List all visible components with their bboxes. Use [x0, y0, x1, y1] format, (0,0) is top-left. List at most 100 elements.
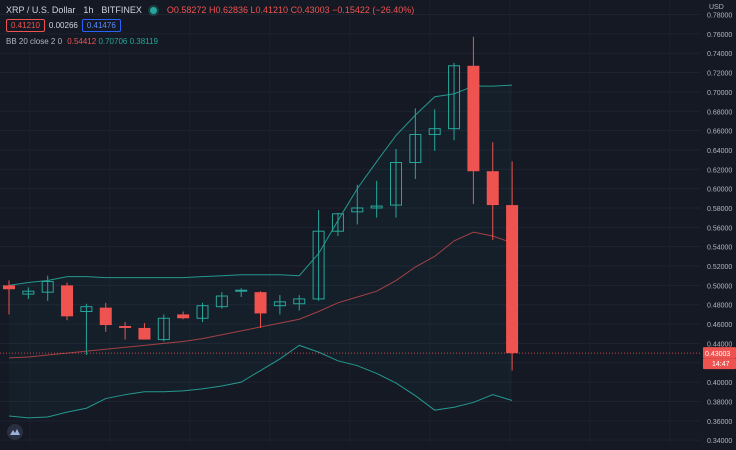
- candle-body: [61, 285, 74, 317]
- candle-body: [312, 230, 325, 300]
- candle-body: [80, 306, 93, 313]
- candle-up: [312, 209, 325, 301]
- price-tick-label: 0.72000: [707, 71, 732, 78]
- symbol-header: XRP / U.S. Dollar 1h BITFINEX O0.58272 H…: [6, 5, 414, 15]
- candle-body: [486, 171, 499, 206]
- candle-body: [196, 305, 209, 319]
- candle-up: [293, 295, 306, 311]
- low-value: L0.41210: [250, 5, 289, 15]
- price-tick-label: 0.52000: [707, 264, 732, 271]
- candle-down: [486, 142, 499, 240]
- grid-lines: [0, 14, 700, 441]
- bb-basis-value: 0.54412: [67, 37, 97, 46]
- high-value: H0.62836: [208, 5, 248, 15]
- logo-glyph-icon: [10, 429, 20, 435]
- candle-body: [157, 317, 170, 341]
- price-tick-label: 0.58000: [707, 206, 732, 213]
- price-tick-label: 0.66000: [707, 129, 732, 136]
- candle-down: [506, 161, 519, 371]
- candle-up: [351, 184, 364, 225]
- ask-price[interactable]: 0.41476: [81, 19, 121, 32]
- currency-label[interactable]: USD: [709, 4, 724, 11]
- exchange-label: BITFINEX: [101, 5, 142, 15]
- bb-lower-value: 0.38119: [129, 37, 158, 46]
- price-tick-label: 0.46000: [707, 322, 732, 329]
- countdown-tag: 14:47: [712, 361, 730, 368]
- candle-body: [99, 307, 112, 326]
- candle-body: [41, 281, 54, 293]
- price-tick-label: 0.76000: [707, 32, 732, 39]
- candle-down: [138, 323, 151, 340]
- candle-body: [409, 133, 422, 164]
- bb-upper-value: 0.70706: [98, 37, 128, 46]
- price-tick-label: 0.48000: [707, 303, 732, 310]
- candles: [3, 36, 519, 371]
- candle-body: [235, 289, 248, 292]
- candle-up: [80, 303, 93, 356]
- interval-label[interactable]: 1h: [83, 5, 94, 15]
- bb-upper-line: [8, 84, 513, 286]
- candle-up: [157, 314, 170, 342]
- candle-body: [390, 162, 402, 206]
- close-value: C0.43003: [290, 5, 330, 15]
- price-tick-label: 0.54000: [707, 245, 732, 252]
- price-tick-label: 0.74000: [707, 51, 732, 58]
- candle-up: [235, 288, 248, 297]
- last-price-tag-bg: [703, 347, 736, 359]
- candle-body: [22, 290, 35, 295]
- candle-up: [428, 109, 441, 151]
- price-axis[interactable]: 0.78000 0.76000 0.74000 0.72000 0.70000 0.680…: [700, 0, 736, 445]
- candle-up: [196, 302, 209, 323]
- candle-up: [331, 212, 344, 237]
- candle-body: [331, 213, 344, 232]
- spread-value: 0.00266: [48, 21, 78, 30]
- price-tick-label: 0.78000: [707, 13, 732, 20]
- price-tick-label: 0.38000: [707, 399, 732, 406]
- indicator-legend[interactable]: BB 20 close 2 0 0.54412 0.70706 0.38119: [6, 37, 158, 46]
- candle-body: [293, 298, 306, 305]
- candle-body: [3, 285, 15, 290]
- price-tick-label: 0.68000: [707, 109, 732, 116]
- ohlc-values: O0.58272 H0.62836 L0.41210 C0.43003 −0.1…: [167, 5, 414, 15]
- price-tick-label: 0.70000: [707, 90, 732, 97]
- candle-up: [41, 275, 54, 301]
- candle-down: [254, 291, 267, 328]
- bb-fill: [9, 85, 513, 418]
- candle-body: [467, 65, 480, 172]
- price-tick-label: 0.36000: [707, 419, 732, 426]
- price-tick-label: 0.62000: [707, 167, 732, 174]
- candle-up: [409, 108, 422, 179]
- candle-body: [254, 292, 267, 314]
- candle-down: [177, 311, 190, 320]
- price-tick-label: 0.34000: [707, 438, 732, 445]
- countdown-tag-bg: [703, 358, 736, 370]
- candle-up: [390, 148, 402, 218]
- price-tick-label: 0.40000: [707, 380, 732, 387]
- price-tick-label: 0.56000: [707, 225, 732, 232]
- indicator-label[interactable]: BB 20 close 2 0: [6, 37, 63, 46]
- candle-up: [448, 62, 461, 141]
- candle-body: [177, 314, 190, 319]
- candle-up: [22, 287, 35, 299]
- candle-body: [370, 205, 383, 209]
- last-price-tag: 0.43003: [705, 351, 730, 358]
- price-tick-label: 0.50000: [707, 283, 732, 290]
- candle-body: [215, 295, 228, 308]
- candle-body: [428, 128, 441, 135]
- tradingview-logo-icon[interactable]: [7, 424, 23, 440]
- price-tick-label: 0.64000: [707, 148, 732, 155]
- bb-lower-line: [8, 344, 513, 419]
- bid-price[interactable]: 0.41210: [6, 19, 45, 32]
- candle-body: [273, 301, 286, 307]
- candle-down: [61, 282, 74, 321]
- candle-down: [99, 302, 112, 332]
- candle-body: [448, 65, 461, 130]
- change-value: −0.15422 (−26.40%): [332, 5, 415, 15]
- candle-body: [506, 205, 519, 354]
- symbol-name[interactable]: XRP / U.S. Dollar: [6, 5, 76, 15]
- price-axis-background: [700, 0, 736, 445]
- price-tick-label: 0.44000: [707, 341, 732, 348]
- candle-body: [351, 207, 364, 213]
